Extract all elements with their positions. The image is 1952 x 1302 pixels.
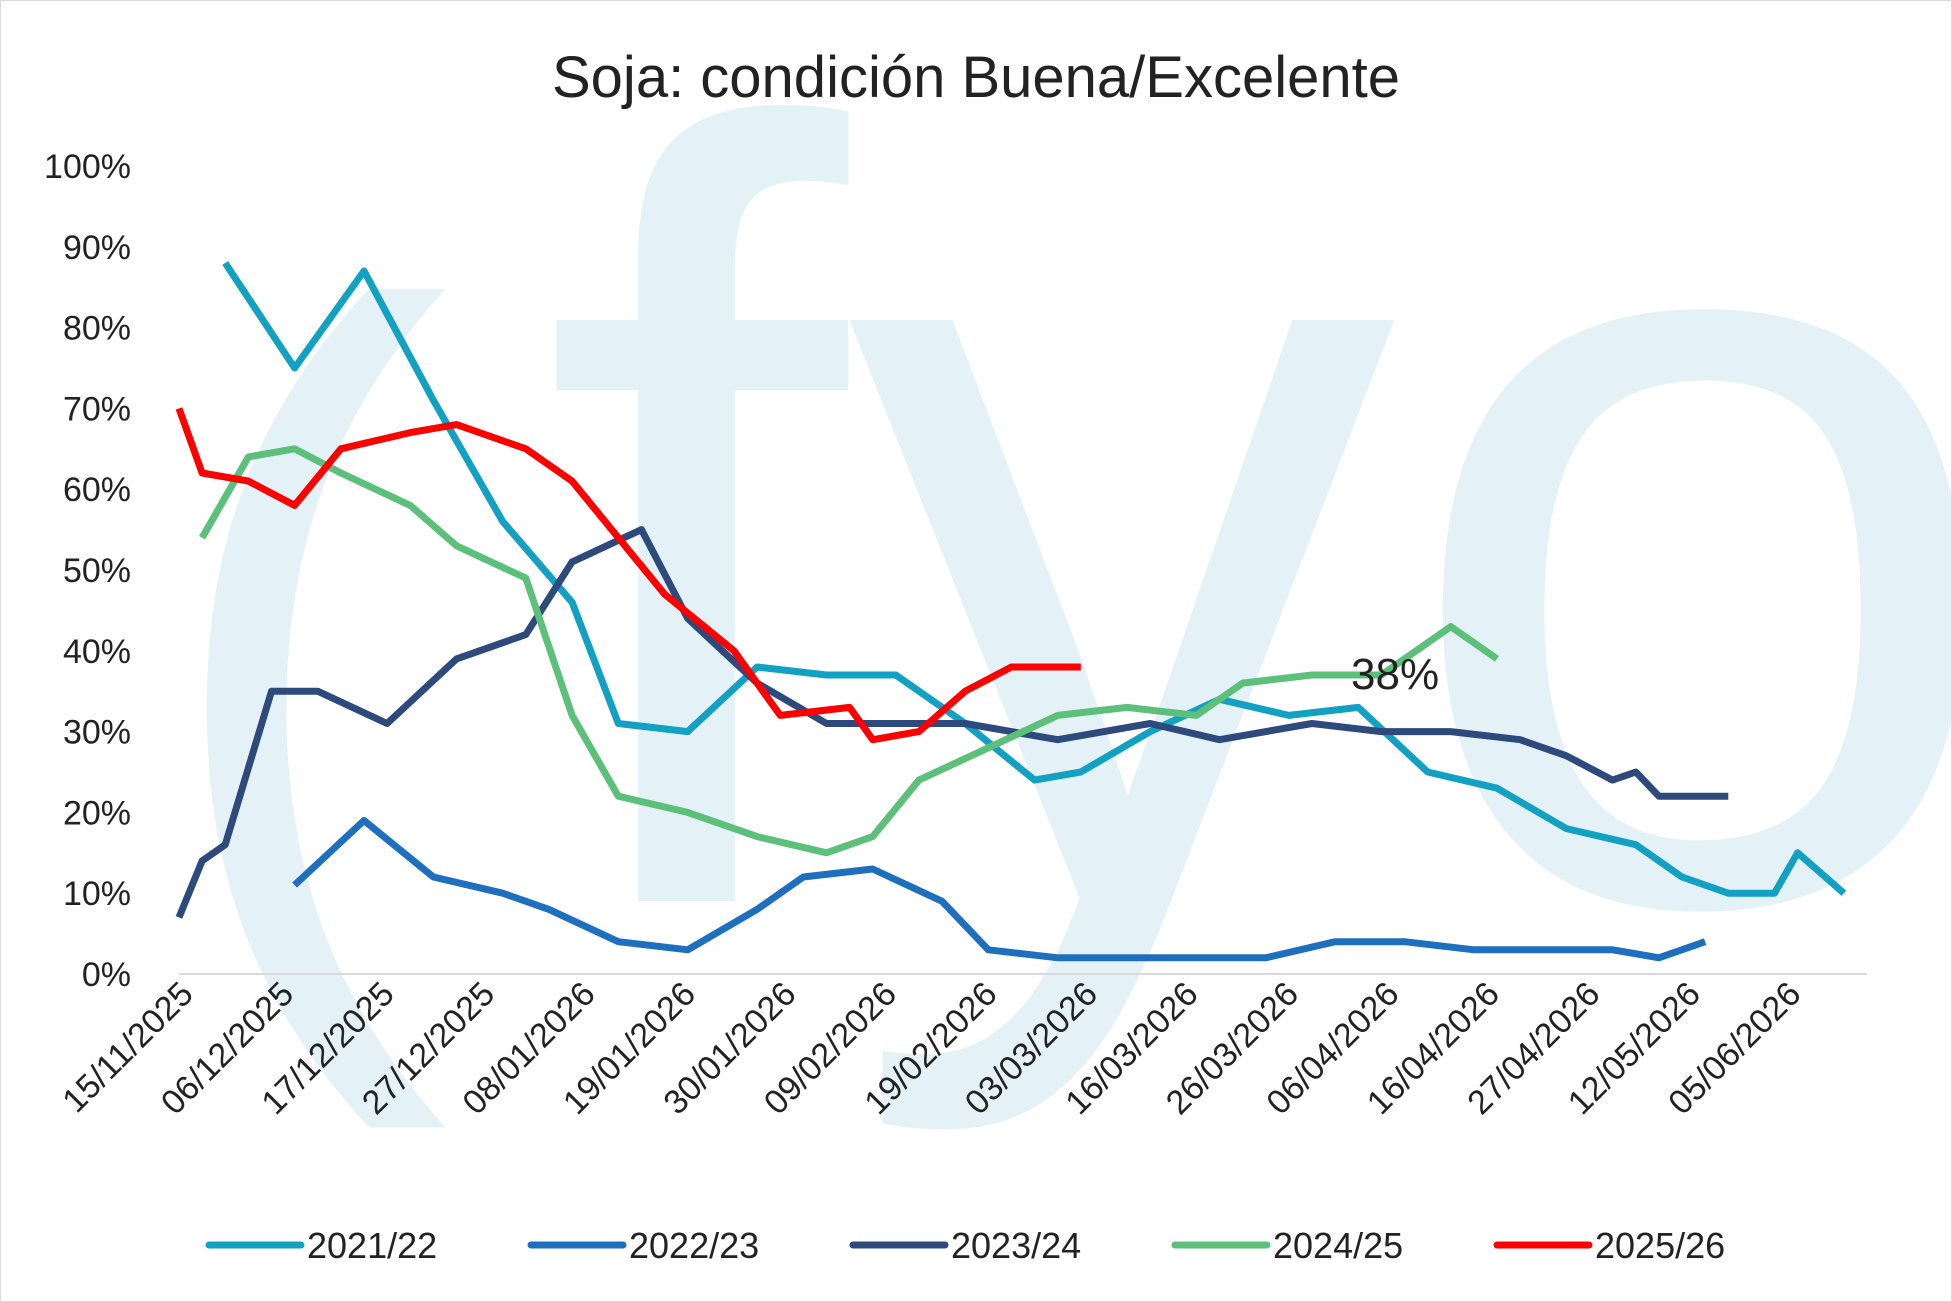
series-line-2022-23 xyxy=(292,817,1707,962)
series-line-2021-22 xyxy=(222,261,1847,897)
y-tick-label: 60% xyxy=(63,471,131,509)
chart-title: Soja: condición Buena/Excelente xyxy=(552,45,1400,110)
series-line-2023-24 xyxy=(175,526,1729,919)
legend-label: 2025/26 xyxy=(1595,1225,1725,1266)
series-line-2025-26 xyxy=(175,407,1081,744)
watermark-paren: ( xyxy=(151,126,451,1138)
y-tick-label: 80% xyxy=(63,310,131,348)
y-tick-label: 30% xyxy=(63,714,131,752)
legend-label: 2023/24 xyxy=(951,1225,1081,1266)
y-tick-label: 10% xyxy=(63,875,131,913)
y-tick-label: 90% xyxy=(63,229,131,267)
watermark-letters: fyo xyxy=(541,1,1951,1142)
y-tick-label: 40% xyxy=(63,633,131,671)
y-tick-label: 20% xyxy=(63,794,131,832)
fyo-watermark-logo: ( fyo xyxy=(151,1,1951,1142)
series-line-2024-25 xyxy=(199,445,1500,857)
y-tick-label: 100% xyxy=(44,148,131,186)
legend-label: 2022/23 xyxy=(629,1225,759,1266)
series-lines xyxy=(175,261,1847,962)
legend-label: 2021/22 xyxy=(307,1225,437,1266)
legend: 2021/22 2022/23 2023/24 2024/25 2025/26 xyxy=(205,1225,1725,1266)
y-tick-label: 0% xyxy=(82,956,131,994)
legend-label: 2024/25 xyxy=(1273,1225,1403,1266)
y-tick-label: 70% xyxy=(63,390,131,428)
annotation-38-percent: 38% xyxy=(1351,650,1439,699)
y-tick-label: 50% xyxy=(63,552,131,590)
y-axis-ticks: 0% 10% 20% 30% 40% 50% 60% 70% 80% 90% 100% xyxy=(44,148,131,994)
